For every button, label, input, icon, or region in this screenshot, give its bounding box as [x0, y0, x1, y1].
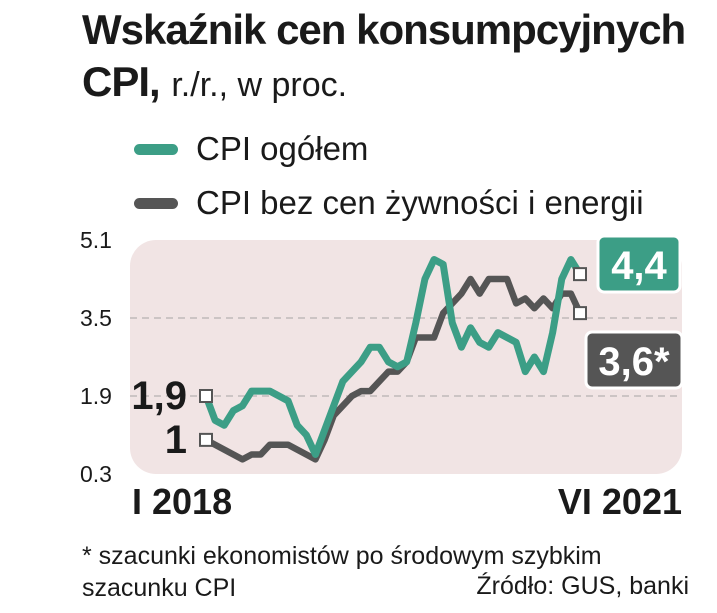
end-value-label-cpi-total: 4,4 [611, 244, 667, 288]
source-note: Źródło: GUS, banki [476, 572, 689, 600]
x-axis-start-label: I 2018 [132, 481, 232, 522]
series-line-cpi-core [202, 275, 584, 463]
end-badge-cpi-total [596, 234, 682, 294]
series-line-cpi-total [202, 256, 584, 458]
footnote: * szacunki ekonomistów po środowym szybk… [82, 542, 602, 602]
y-tick-label: 0.3 [80, 461, 112, 487]
legend-swatch-cpi-total [134, 143, 178, 155]
end-value-label-cpi-core: 3,6* [598, 340, 670, 384]
legend-label-cpi-total: CPI ogółem [196, 130, 369, 167]
legend-item-cpi-total: CPI ogółem [134, 122, 644, 176]
legend-swatch-cpi-core [134, 197, 178, 209]
end-marker-cpi-core [573, 306, 587, 321]
title-main: Wskaźnik cen konsumpcyjnych [82, 6, 686, 53]
start-value-label-cpi-total: 1,9 [131, 374, 187, 418]
start-value-label-cpi-core: 1 [165, 418, 187, 462]
title-cpi: CPI, [82, 58, 161, 105]
legend-label-cpi-core: CPI bez cen żywności i energii [196, 184, 644, 221]
x-axis-end-label: VI 2021 [558, 481, 682, 522]
start-marker-cpi-total [199, 389, 213, 403]
end-badge-cpi-core [584, 330, 684, 390]
legend-item-cpi-core: CPI bez cen żywności i energii [134, 176, 644, 230]
title-unit: r./r., w proc. [171, 66, 348, 104]
chart-title: Wskaźnik cen konsumpcyjnych CPI, r./r., … [82, 4, 686, 111]
y-tick-label: 5.1 [80, 227, 112, 253]
start-marker-cpi-core [199, 432, 213, 447]
y-tick-label: 3.5 [80, 305, 112, 331]
end-marker-cpi-total [573, 267, 587, 282]
title-subline: CPI, r./r., w proc. [82, 56, 685, 111]
chart-legend: CPI ogółem CPI bez cen żywności i energi… [134, 122, 644, 230]
y-tick-label: 1.9 [80, 383, 112, 409]
